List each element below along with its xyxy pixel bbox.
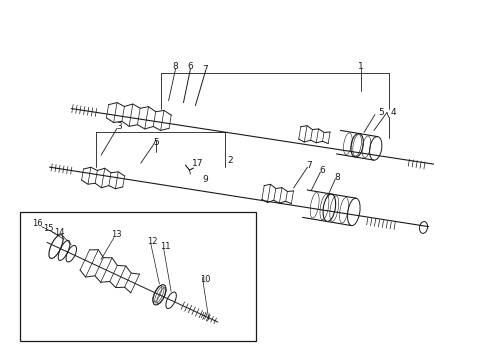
- Text: 4: 4: [391, 108, 397, 117]
- Text: 7: 7: [307, 161, 312, 170]
- Text: 3: 3: [116, 122, 122, 131]
- Text: 5: 5: [378, 108, 384, 117]
- Text: 16: 16: [32, 219, 43, 228]
- Text: 8: 8: [172, 62, 178, 71]
- Text: 15: 15: [43, 224, 54, 233]
- Text: 12: 12: [147, 237, 158, 246]
- Bar: [20, 212, 256, 341]
- Text: 1: 1: [358, 62, 364, 71]
- Text: 6: 6: [319, 166, 325, 175]
- Text: 9: 9: [202, 175, 208, 184]
- Text: 6: 6: [188, 62, 193, 71]
- Text: 11: 11: [160, 242, 171, 251]
- Text: 2: 2: [227, 156, 233, 165]
- Text: 13: 13: [111, 230, 122, 239]
- Text: 10: 10: [200, 275, 211, 284]
- Text: 7: 7: [202, 66, 208, 75]
- Text: 17: 17: [192, 159, 203, 168]
- Text: 5: 5: [153, 138, 159, 147]
- Text: 8: 8: [334, 172, 340, 181]
- Text: 14: 14: [54, 228, 65, 237]
